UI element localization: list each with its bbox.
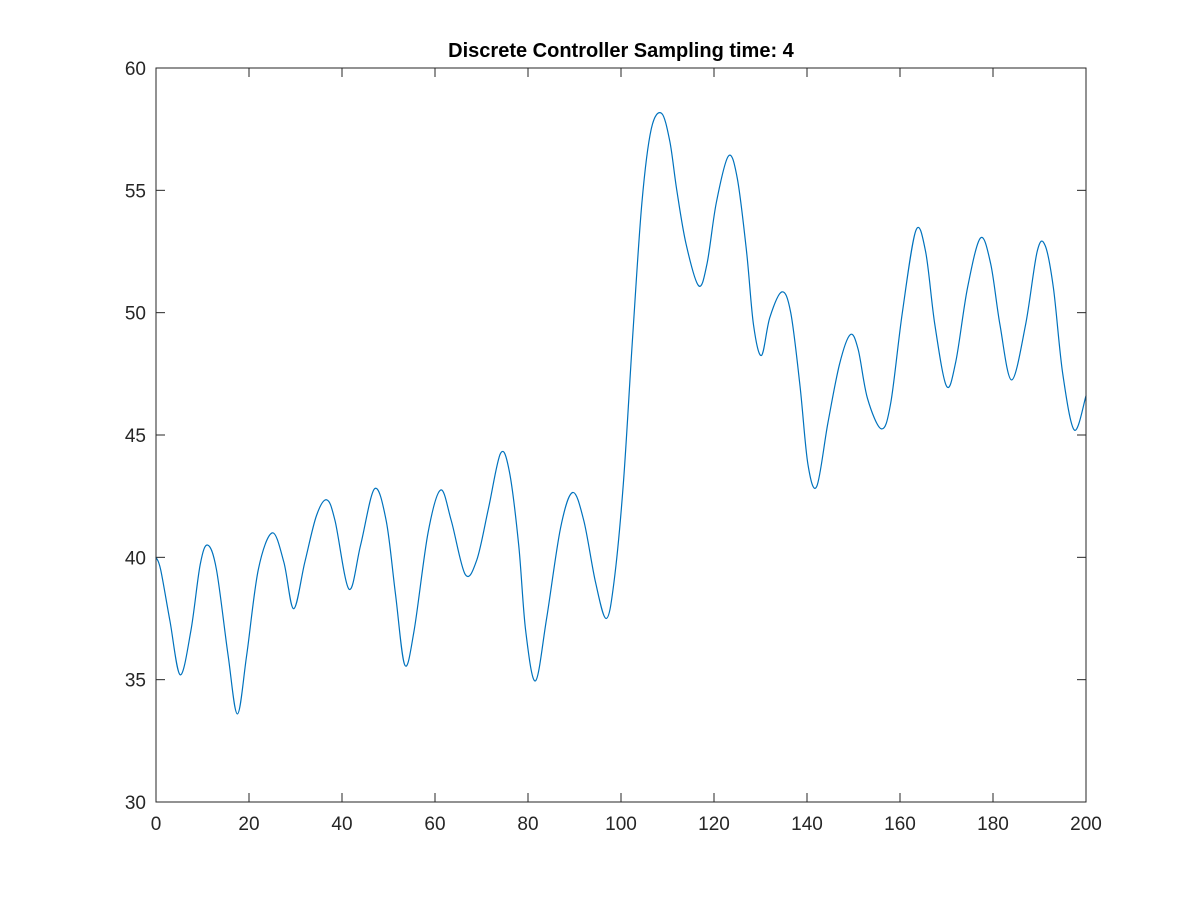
y-tick-label: 35: [125, 671, 146, 692]
x-tick-label: 80: [517, 814, 538, 835]
x-tick-label: 140: [791, 814, 823, 835]
series-layer: [155, 112, 1087, 715]
chart-title: Discrete Controller Sampling time: 4: [448, 40, 795, 62]
y-tick-label: 45: [125, 426, 146, 447]
y-tick-label: 50: [125, 304, 146, 325]
x-tick-label: 20: [238, 814, 259, 835]
x-tick-label: 100: [605, 814, 637, 835]
y-tick-label: 60: [125, 59, 146, 80]
ticks-layer: 0 20 40 60 80 100 120 140 160 180 200 30 35 40 45 50 55 6…: [125, 59, 1102, 835]
x-tick-label: 180: [977, 814, 1009, 835]
x-tick-label: 40: [331, 814, 352, 835]
x-tick-label: 120: [698, 814, 730, 835]
series-line-1: [155, 112, 1087, 715]
y-tick-label: 55: [125, 181, 146, 202]
axes-box: [155, 67, 1087, 803]
x-tick-label: 60: [424, 814, 445, 835]
y-tick-label: 40: [125, 548, 146, 569]
x-tick-label: 200: [1070, 814, 1102, 835]
y-tick-label: 30: [125, 793, 146, 814]
x-tick-label: 0: [151, 814, 162, 835]
x-tick-label: 160: [884, 814, 916, 835]
